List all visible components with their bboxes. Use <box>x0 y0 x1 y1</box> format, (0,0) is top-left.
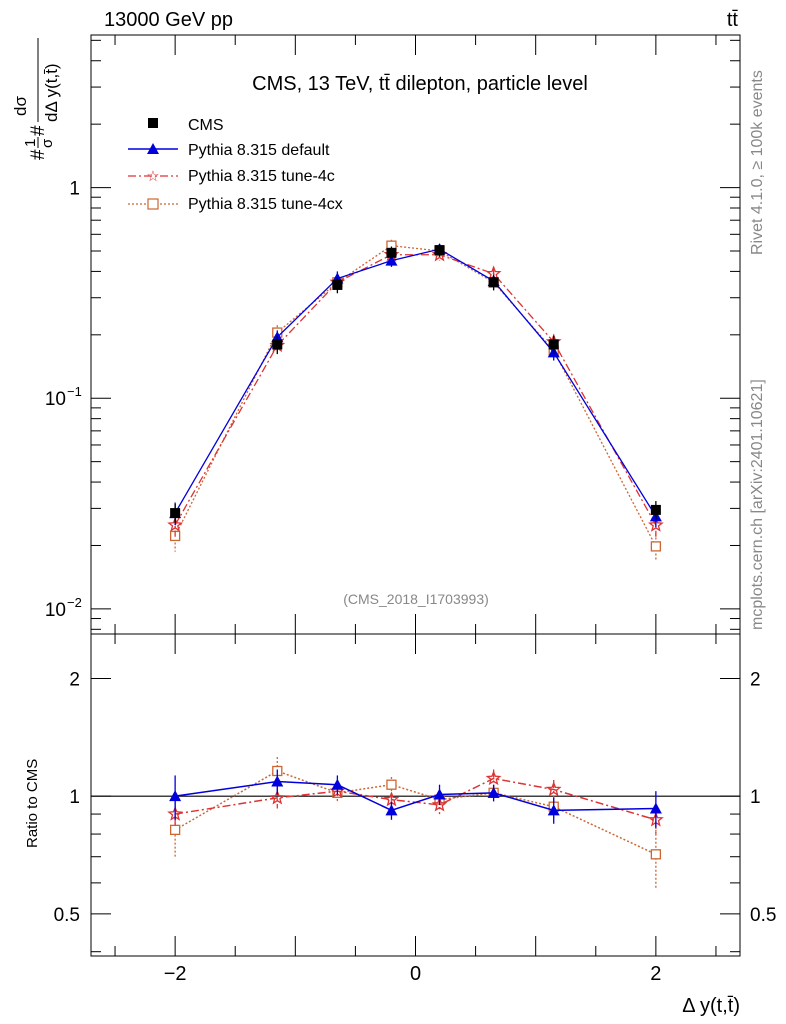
ratio-series-pythia-8-315-tune-4cx <box>169 756 662 889</box>
legend-label-cms: CMS <box>188 117 224 134</box>
main-data-layer <box>167 239 664 562</box>
ratio-data-point <box>386 779 397 790</box>
y-label-denominator: dΔ y(t,t̄) <box>42 63 61 122</box>
data-point <box>548 339 559 350</box>
ratio-series-line <box>174 770 657 855</box>
data-point <box>332 279 343 290</box>
data-point <box>650 504 661 515</box>
process-label: tt̄ <box>727 9 739 31</box>
ratio-y-tick-label-left: 1 <box>69 787 80 808</box>
data-point <box>488 277 499 288</box>
legend-item-pythia-default: Pythia 8.315 default <box>128 142 330 159</box>
data-point <box>272 339 283 350</box>
legend-item-cms: CMS <box>148 117 224 134</box>
series-line <box>174 244 657 547</box>
ratio-data-point <box>431 796 448 812</box>
series-pythia-8-315-default <box>169 243 662 527</box>
y-tick-label: 1 <box>69 179 80 200</box>
legend: CMS Pythia 8.315 default ☆ Pythia 8.315 … <box>128 117 343 213</box>
ratio-data-point <box>487 786 500 798</box>
y-tick-label-exponent: −2 <box>67 595 82 610</box>
ratio-data-point <box>169 824 181 836</box>
ratio-series-pythia-8-315-default <box>169 769 662 828</box>
rivet-version-label: Rivet 4.1.0, ≥ 100k events <box>749 70 766 255</box>
ratio-data-layer <box>167 756 664 889</box>
ratio-y-tick-label-left: 2 <box>69 670 80 691</box>
x-tick-label: 2 <box>650 963 661 985</box>
legend-item-pythia-tune-4c: ☆ Pythia 8.315 tune-4c <box>128 167 335 185</box>
data-point <box>434 245 445 256</box>
series-pythia-8-315-tune-4c <box>167 246 664 537</box>
y-label-one: 1 <box>22 139 39 147</box>
data-point <box>647 516 664 532</box>
ratio-y-tick-label-left: 0.5 <box>54 905 80 926</box>
ratio-data-point <box>169 790 182 802</box>
legend-label-pythia-default: Pythia 8.315 default <box>188 142 330 159</box>
x-tick-label: 0 <box>410 963 421 985</box>
ratio-data-point <box>269 789 286 805</box>
legend-label-pythia-tune-4cx: Pythia 8.315 tune-4cx <box>188 196 343 213</box>
mcplots-label: mcplots.cern.ch [arXiv:2401.10621] <box>749 379 766 630</box>
legend-marker-cms <box>148 118 158 128</box>
ratio-data-point <box>649 802 662 814</box>
legend-item-pythia-tune-4cx: Pythia 8.315 tune-4cx <box>128 196 343 213</box>
ratio-data-point <box>650 849 662 860</box>
ratio-data-point <box>485 770 502 786</box>
ratio-y-axis-label: Ratio to CMS <box>24 759 41 848</box>
ratio-axis-ticks: 2 2 1 1 0.5 0.5 −2 0 2 <box>54 634 776 985</box>
data-point <box>650 541 662 552</box>
legend-marker-pythia-tune-4cx <box>147 198 159 210</box>
data-point <box>386 247 397 258</box>
y-label-sigma: σ <box>39 138 56 148</box>
legend-label-pythia-tune-4c: Pythia 8.315 tune-4c <box>188 168 335 185</box>
ratio-data-point <box>545 781 562 797</box>
series-pythia-8-315-tune-4cx <box>169 239 662 562</box>
y-label-numerator: dσ <box>11 96 30 116</box>
series-cms <box>170 243 661 524</box>
ratio-series-line <box>175 777 657 821</box>
y-tick-label: 10 <box>45 600 66 621</box>
data-point <box>170 508 181 519</box>
main-axis-ticks: 110−110−2 <box>45 35 740 634</box>
ratio-series-line <box>175 780 656 812</box>
chart-title: CMS, 13 TeV, tt̄ dilepton, particle leve… <box>252 73 588 95</box>
x-tick-label: −2 <box>164 963 187 985</box>
y-label-hash: # <box>28 149 49 160</box>
ratio-y-tick-label-right: 2 <box>750 670 761 691</box>
ratio-data-point <box>271 775 284 787</box>
ratio-data-point <box>385 804 398 816</box>
x-axis-label: Δ y(t,t̄) <box>682 995 740 1017</box>
ratio-data-point <box>547 804 560 816</box>
series-line <box>174 248 657 517</box>
y-label-hash-2: # <box>28 125 49 136</box>
series-line <box>174 254 657 526</box>
data-point <box>167 516 184 532</box>
legend-marker-pythia-tune-4c: ☆ <box>146 167 159 185</box>
legend-marker-pythia-default <box>147 143 159 154</box>
main-y-axis-label: # 1 σ # dσ dΔ y(t,t̄) <box>11 38 61 160</box>
y-tick-label-exponent: −1 <box>67 384 82 399</box>
ratio-y-tick-label-right: 0.5 <box>750 905 776 926</box>
ratio-data-point <box>331 778 344 790</box>
energy-label: 13000 GeV pp <box>104 9 233 31</box>
y-tick-label: 10 <box>45 389 66 410</box>
data-point <box>385 254 398 266</box>
ratio-y-tick-label-right: 1 <box>750 787 761 808</box>
ratio-data-point <box>433 788 446 800</box>
analysis-watermark: (CMS_2018_I1703993) <box>343 591 489 607</box>
